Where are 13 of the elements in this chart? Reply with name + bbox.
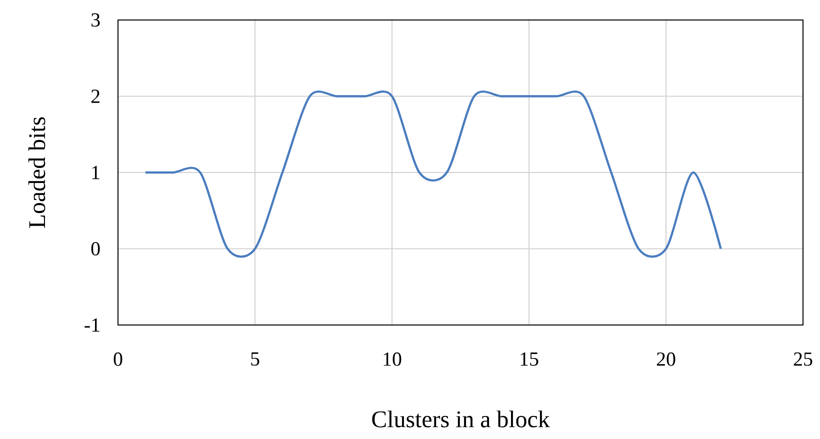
x-tick-label: 10 [384,352,402,366]
x-tick-label: 0 [114,352,122,366]
x-tick-label: 5 [251,352,260,366]
y-tick-label: 2 [91,90,100,103]
x-tick-label: 15 [520,352,538,366]
x-axis-title: Clusters in a block [372,410,550,428]
y-axis-title: Loaded bits [28,117,46,228]
y-tick-label: 1 [92,166,100,180]
y-tick-label: -1 [84,318,100,332]
y-tick-label: 3 [92,13,100,27]
y-tick-label: 0 [91,242,100,256]
x-tick-label: 25 [794,352,812,366]
x-tick-label: 20 [656,352,676,366]
